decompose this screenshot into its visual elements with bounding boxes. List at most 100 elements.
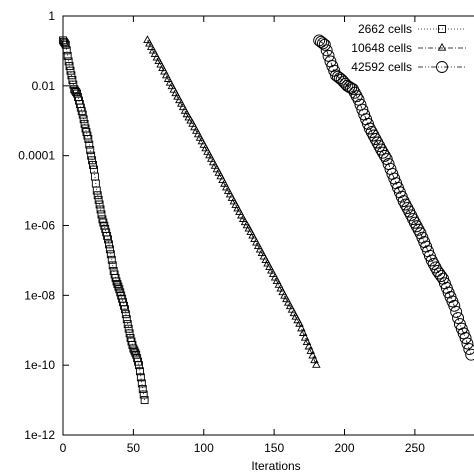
series-square	[59, 36, 149, 405]
data-point	[59, 37, 68, 46]
y-tick-label: 1e-10	[24, 358, 55, 372]
series-circle	[313, 34, 474, 361]
data-point	[135, 367, 144, 376]
data-point	[65, 62, 74, 71]
data-point	[78, 110, 87, 119]
x-tick-label: 250	[405, 441, 425, 455]
plot-frame	[62, 15, 474, 436]
y-tick-label: 1e-06	[24, 219, 55, 233]
legend-label: 10648 cells	[351, 41, 412, 55]
data-point	[105, 245, 114, 254]
data-point	[295, 319, 304, 327]
data-point	[452, 312, 464, 324]
data-point	[304, 341, 314, 350]
data-point	[429, 261, 442, 274]
data-point	[448, 299, 461, 312]
data-point	[80, 119, 89, 128]
data-point	[300, 332, 310, 341]
data-point	[138, 385, 147, 393]
data-point	[136, 373, 145, 382]
data-point	[297, 323, 306, 332]
data-point	[135, 361, 143, 370]
data-point	[61, 40, 70, 49]
data-point	[97, 210, 106, 219]
data-point	[84, 135, 93, 143]
data-point	[112, 277, 121, 286]
y-tick-label: 1e-12	[24, 428, 55, 442]
data-point	[95, 200, 104, 209]
data-point	[322, 49, 335, 62]
data-point	[120, 305, 129, 314]
data-point	[310, 355, 319, 364]
data-point	[106, 250, 115, 259]
data-point	[121, 310, 130, 319]
data-point	[427, 257, 440, 270]
data-point	[425, 254, 438, 267]
data-point	[369, 133, 382, 145]
data-point	[316, 37, 329, 50]
data-point	[92, 186, 101, 195]
data-point	[465, 348, 474, 361]
data-point	[350, 90, 363, 103]
legend: 2662 cells 10648 cells 42592 cells	[351, 22, 466, 74]
data-point	[397, 195, 410, 208]
y-tick-label: 1e-08	[24, 288, 55, 302]
data-point	[312, 360, 321, 368]
data-point	[341, 79, 354, 92]
data-point	[125, 329, 134, 338]
data-point	[62, 46, 71, 55]
data-point	[124, 324, 133, 333]
data-point	[320, 44, 333, 57]
series-line	[147, 40, 317, 366]
data-point	[70, 85, 79, 94]
data-point	[137, 379, 146, 388]
data-point	[122, 315, 131, 324]
data-point	[401, 202, 414, 215]
data-point	[371, 136, 384, 149]
legend-label: 2662 cells	[358, 22, 412, 36]
data-point	[93, 191, 102, 200]
y-tick-label: 1	[48, 9, 55, 23]
data-point	[373, 140, 386, 152]
data-point	[302, 337, 312, 346]
data-point	[85, 140, 94, 149]
series-triangle	[143, 35, 321, 368]
data-point	[86, 146, 95, 155]
data-point	[140, 396, 149, 405]
data-series	[59, 34, 474, 405]
data-point	[363, 122, 376, 135]
y-tick-label: 0.01	[32, 79, 56, 93]
x-tick-label: 200	[334, 441, 354, 455]
data-point	[87, 151, 96, 160]
data-point	[410, 220, 423, 233]
data-point	[435, 270, 448, 283]
data-point	[113, 280, 122, 288]
data-point	[71, 86, 80, 95]
data-point	[377, 146, 389, 159]
data-point	[130, 346, 139, 355]
data-point	[104, 235, 112, 244]
data-point	[129, 344, 138, 353]
data-point	[89, 160, 97, 169]
data-point	[461, 337, 474, 350]
data-point	[96, 205, 105, 214]
data-point	[306, 346, 315, 354]
data-point	[123, 320, 132, 329]
legend-marker	[438, 25, 446, 33]
data-point	[131, 348, 140, 357]
data-point	[463, 343, 474, 356]
data-point	[412, 223, 425, 236]
data-point	[68, 76, 77, 84]
data-point	[72, 88, 81, 97]
data-point	[107, 255, 116, 264]
data-point	[64, 57, 73, 66]
ticks: 0 50 100 150 200 250 1 0.01 0.0001 1e-06 1e-08 1e-1…	[18, 9, 425, 455]
data-point	[308, 350, 317, 359]
data-point	[348, 86, 361, 99]
legend-marker	[437, 42, 447, 51]
data-point	[315, 35, 327, 48]
data-point	[367, 129, 380, 142]
data-point	[88, 156, 97, 165]
data-point	[63, 51, 72, 60]
